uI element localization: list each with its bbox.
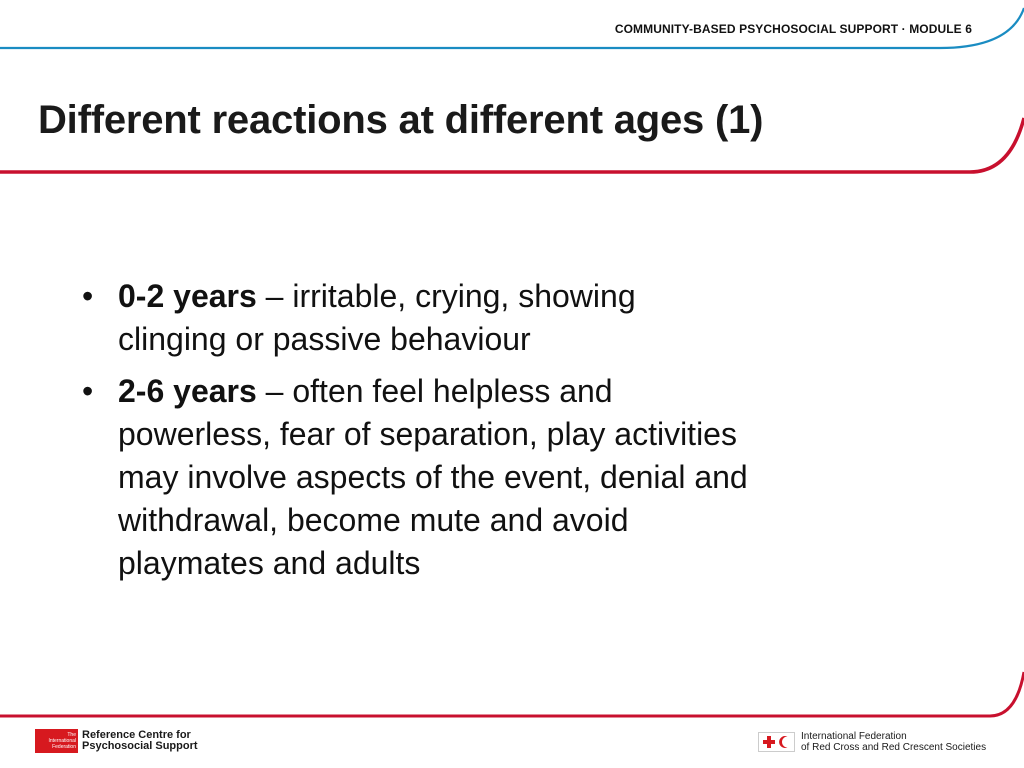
bullet-line: 0-2 years – irritable, crying, showing [118, 275, 872, 318]
bullet-line: powerless, fear of separation, play acti… [118, 416, 737, 452]
bullet-line: withdrawal, become mute and avoid [118, 502, 629, 538]
bullet-lead: 2-6 years [118, 373, 257, 409]
logo-text-line: Psychosocial Support [82, 740, 198, 752]
bullet-line: 2-6 years – often feel helpless and [118, 370, 872, 413]
bullet-line: may involve aspects of the event, denial… [118, 459, 748, 495]
ifrc-small-logo-icon: The International Federation [35, 729, 78, 753]
logo-small-text: International [48, 738, 76, 744]
ifrc-logo: International Federation of Red Cross an… [758, 731, 986, 753]
red-crescent-icon [778, 736, 787, 748]
bullet-item: • 2-6 years – often feel helpless and po… [82, 370, 872, 585]
logo-small-text: The [67, 732, 76, 738]
logo-text-line: International Federation [801, 731, 907, 742]
running-head: COMMUNITY-BASED PSYCHOSOCIAL SUPPORT · M… [614, 22, 972, 36]
reference-centre-name: Reference Centre for Psychosocial Suppor… [82, 730, 198, 752]
red-cross-crescent-emblem-icon [758, 732, 795, 752]
slide-title: Different reactions at different ages (1… [38, 98, 764, 142]
logo-small-text: Federation [52, 744, 76, 750]
bullet-dot-icon: • [82, 278, 94, 314]
bullet-item: • 0-2 years – irritable, crying, showing… [82, 275, 872, 361]
title-red-rule [0, 117, 1024, 174]
footer-red-rule [0, 671, 1024, 718]
logo-text-line: of Red Cross and Red Crescent Societies [801, 742, 987, 753]
bullet-line: clinging or passive behaviour [118, 321, 531, 357]
bullet-list: • 0-2 years – irritable, crying, showing… [82, 275, 872, 585]
bullet-text: – irritable, crying, showing [256, 278, 636, 314]
bullet-text: – often feel helpless and [256, 373, 613, 409]
red-cross-icon [762, 736, 775, 748]
header-blue-rule [0, 7, 1024, 50]
logo-text-line: Reference Centre for [82, 729, 191, 741]
bullet-lead: 0-2 years [118, 278, 257, 314]
bullet-dot-icon: • [82, 373, 94, 409]
ifrc-name: International Federation of Red Cross an… [801, 731, 986, 753]
bullet-line: playmates and adults [118, 545, 421, 581]
reference-centre-logo: The International Federation Reference C… [35, 728, 198, 754]
